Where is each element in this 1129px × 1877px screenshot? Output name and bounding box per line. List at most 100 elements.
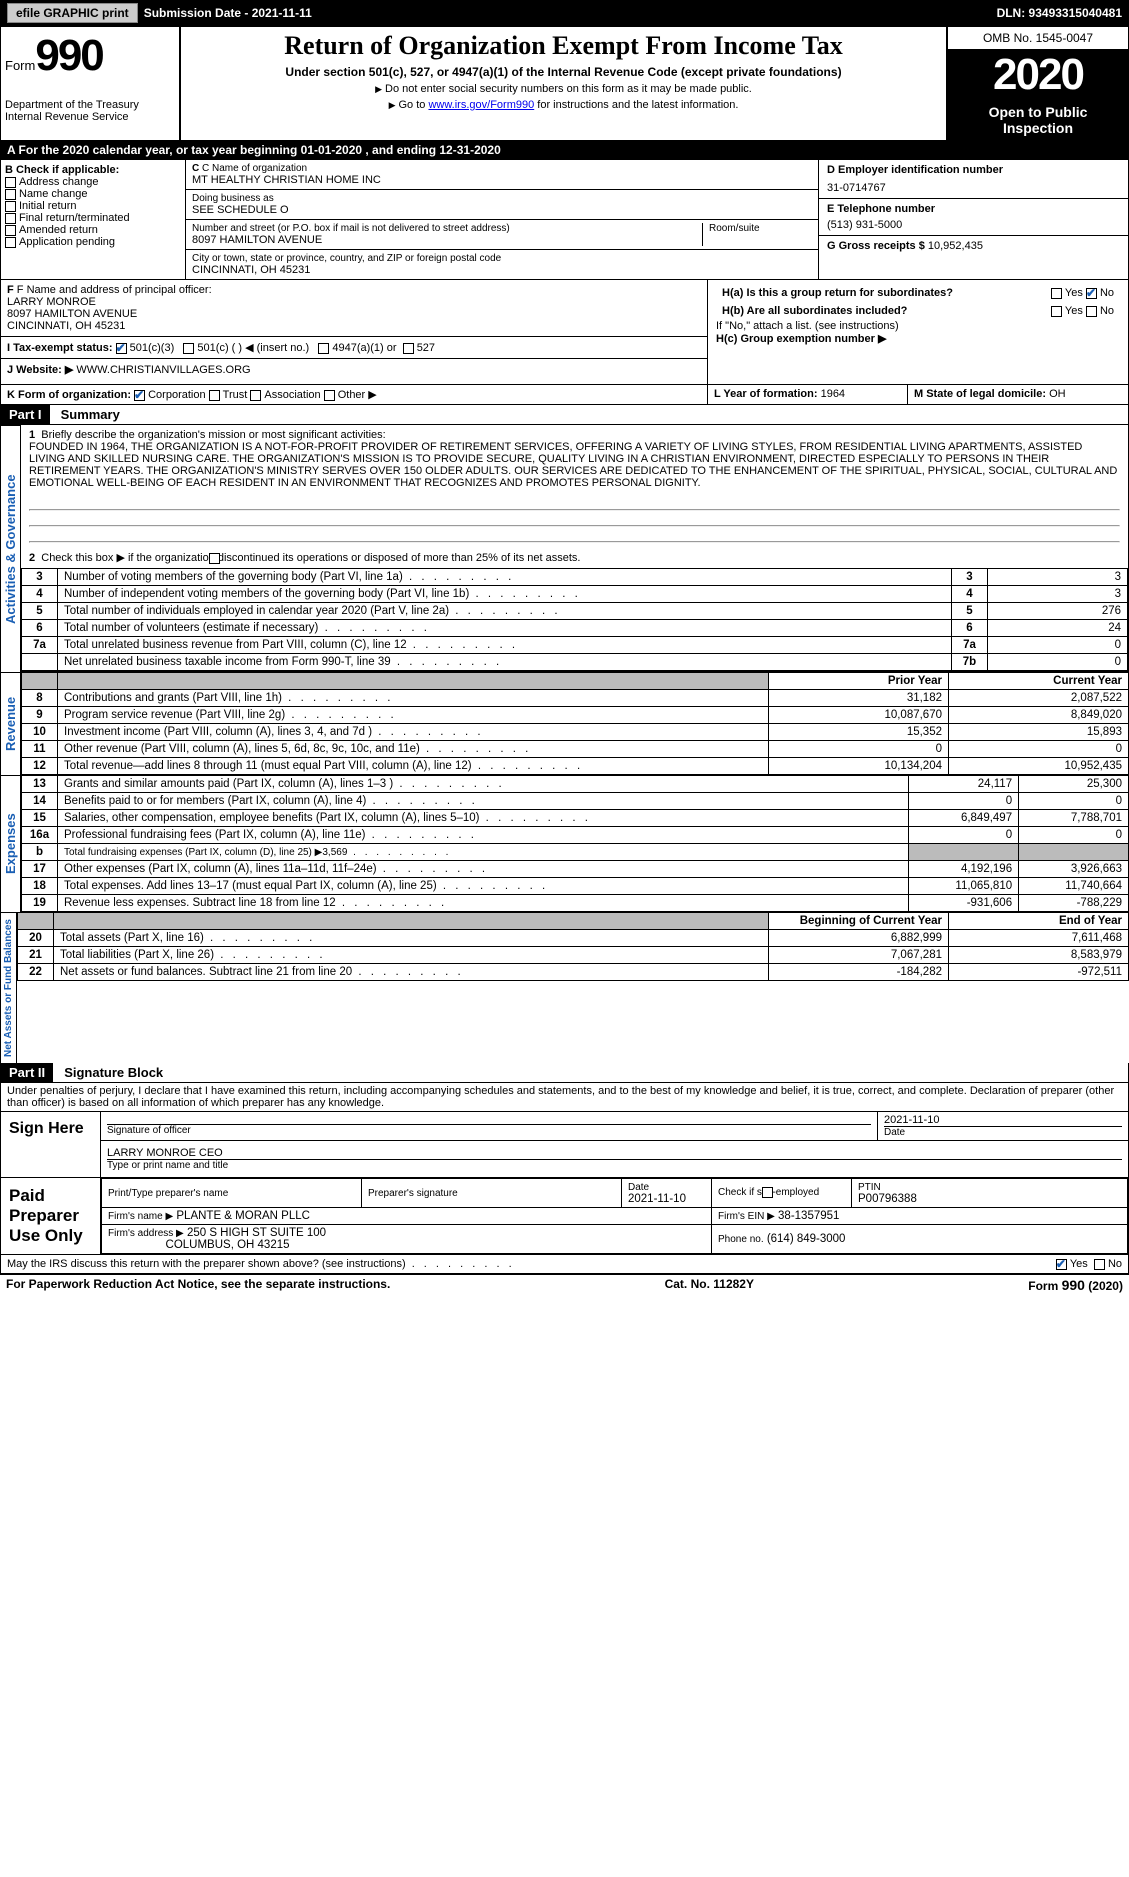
irs-link[interactable]: www.irs.gov/Form990: [428, 99, 534, 111]
prep-sig-lbl: Preparer's signature: [362, 1179, 622, 1208]
form-subtitle: Under section 501(c), 527, or 4947(a)(1)…: [189, 65, 938, 79]
cb-corp[interactable]: [134, 390, 145, 401]
ein-val: 31-0714767: [827, 182, 1120, 194]
lbl-no: No: [1100, 287, 1114, 299]
cb-l2[interactable]: [209, 553, 220, 564]
form-header: Form990 Department of the Treasury Inter…: [0, 26, 1129, 141]
lbl-yes2: Yes: [1065, 305, 1083, 317]
cb-final-return[interactable]: [5, 213, 16, 224]
sign-here-label: Sign Here: [1, 1112, 101, 1177]
box-hb-lbl: H(b) Are all subordinates included?: [722, 305, 907, 317]
side-revenue: Revenue: [0, 672, 21, 775]
box-j-lbl: J Website: ▶: [7, 364, 73, 376]
box-k-lbl: K Form of organization:: [7, 389, 131, 401]
part2-title: Signature Block: [56, 1065, 163, 1080]
l1-lbl: Briefly describe the organization's miss…: [41, 429, 385, 441]
form-title: Return of Organization Exempt From Incom…: [189, 31, 938, 61]
efile-print-button[interactable]: efile GRAPHIC print: [7, 3, 138, 23]
firm-addr1: 250 S HIGH ST SUITE 100: [187, 1227, 326, 1239]
side-expenses: Expenses: [0, 775, 21, 912]
box-e-lbl: E Telephone number: [827, 203, 1120, 215]
expenses-section: Expenses 13Grants and similar amounts pa…: [0, 775, 1129, 912]
discuss-yes: Yes: [1070, 1258, 1088, 1270]
revenue-table: Prior YearCurrent Year8Contributions and…: [21, 672, 1129, 775]
cb-name-change[interactable]: [5, 189, 16, 200]
name-title-lbl: Type or print name and title: [107, 1159, 1122, 1171]
dba-lbl: Doing business as: [192, 193, 812, 204]
lbl-name-change: Name change: [19, 188, 88, 200]
cb-501c3[interactable]: [116, 343, 127, 354]
org-name: MT HEALTHY CHRISTIAN HOME INC: [192, 174, 812, 186]
expenses-table: 13Grants and similar amounts paid (Part …: [21, 775, 1129, 912]
lbl-address-change: Address change: [19, 176, 99, 188]
part2-tab: Part II: [1, 1063, 53, 1082]
omb-number: OMB No. 1545-0047: [948, 27, 1128, 50]
box-b-label: B Check if applicable:: [5, 164, 181, 176]
net-assets-section: Net Assets or Fund Balances Beginning of…: [0, 912, 1129, 1063]
year-formation: 1964: [821, 388, 845, 400]
form-number: 990: [35, 31, 102, 80]
lbl-501c: 501(c) ( ) ◀ (insert no.): [197, 342, 309, 354]
submission-date: Submission Date - 2021-11-11: [144, 6, 312, 20]
sig-officer-lbl: Signature of officer: [107, 1124, 871, 1136]
lbl-other: Other ▶: [338, 389, 377, 401]
state-domicile: OH: [1049, 388, 1066, 400]
prep-date-val: 2021-11-10: [628, 1193, 686, 1205]
lbl-4947: 4947(a)(1) or: [332, 342, 396, 354]
box-hb-note: If "No," attach a list. (see instruction…: [716, 320, 1120, 332]
cb-hb-no[interactable]: [1086, 306, 1097, 317]
officer-name: LARRY MONROE: [7, 296, 701, 308]
discuss-no: No: [1108, 1258, 1122, 1270]
street-val: 8097 HAMILTON AVENUE: [192, 234, 702, 246]
cb-other[interactable]: [324, 390, 335, 401]
box-i-lbl: I Tax-exempt status:: [7, 342, 113, 354]
part1-tab: Part I: [1, 405, 50, 424]
part1-body: Activities & Governance 1 Briefly descri…: [0, 425, 1129, 672]
box-ha-lbl: H(a) Is this a group return for subordin…: [722, 287, 953, 299]
perjury-text: Under penalties of perjury, I declare th…: [0, 1083, 1129, 1112]
cb-app-pending[interactable]: [5, 237, 16, 248]
cb-501c[interactable]: [183, 343, 194, 354]
mission-text: FOUNDED IN 1964, THE ORGANIZATION IS A N…: [29, 441, 1117, 489]
cb-initial-return[interactable]: [5, 201, 16, 212]
tax-year: 2020: [948, 50, 1128, 100]
cb-discuss-yes[interactable]: [1056, 1259, 1067, 1270]
lbl-initial-return: Initial return: [19, 200, 76, 212]
cb-ha-yes[interactable]: [1051, 288, 1062, 299]
cb-assoc[interactable]: [250, 390, 261, 401]
website-val: WWW.CHRISTIANVILLAGES.ORG: [76, 364, 250, 376]
prep-date-lbl: Date: [628, 1182, 649, 1193]
cb-ha-no[interactable]: [1086, 288, 1097, 299]
cb-4947[interactable]: [318, 343, 329, 354]
cb-527[interactable]: [403, 343, 414, 354]
footer-form-yr: (2020): [1085, 1279, 1123, 1293]
open-inspection: Open to Public Inspection: [948, 100, 1128, 140]
paid-preparer-block: Paid Preparer Use Only Print/Type prepar…: [0, 1178, 1129, 1255]
lbl-501c3: 501(c)(3): [130, 342, 175, 354]
cb-self-emp[interactable]: [762, 1187, 773, 1198]
sign-here-block: Sign Here Signature of officer 2021-11-1…: [0, 1112, 1129, 1178]
cb-address-change[interactable]: [5, 177, 16, 188]
officer-addr1: 8097 HAMILTON AVENUE: [7, 308, 701, 320]
lbl-no2: No: [1100, 305, 1114, 317]
dept-treasury: Department of the Treasury Internal Reve…: [5, 99, 175, 123]
box-l-lbl: L Year of formation:: [714, 388, 818, 400]
footer-form-no: 990: [1062, 1277, 1085, 1293]
firm-phone-lbl: Phone no.: [718, 1234, 764, 1245]
cb-trust[interactable]: [209, 390, 220, 401]
footer-mid: Cat. No. 11282Y: [665, 1277, 754, 1293]
discuss-text: May the IRS discuss this return with the…: [7, 1258, 1056, 1270]
officer-name-title: LARRY MONROE CEO: [107, 1147, 1122, 1159]
sig-date-val: 2021-11-10: [884, 1114, 1122, 1126]
entity-block: B Check if applicable: Address change Na…: [0, 160, 1129, 280]
dba-val: SEE SCHEDULE O: [192, 204, 812, 216]
cb-amended[interactable]: [5, 225, 16, 236]
tax-period: A For the 2020 calendar year, or tax yea…: [0, 141, 1129, 160]
form-word: Form: [5, 58, 35, 73]
klm-row: K Form of organization: Corporation Trus…: [0, 385, 1129, 405]
l2-text: Check this box ▶ if the organization dis…: [41, 552, 580, 564]
cb-discuss-no[interactable]: [1094, 1259, 1105, 1270]
governance-table: 3Number of voting members of the governi…: [21, 568, 1128, 671]
goto-post: for instructions and the latest informat…: [534, 99, 738, 111]
cb-hb-yes[interactable]: [1051, 306, 1062, 317]
